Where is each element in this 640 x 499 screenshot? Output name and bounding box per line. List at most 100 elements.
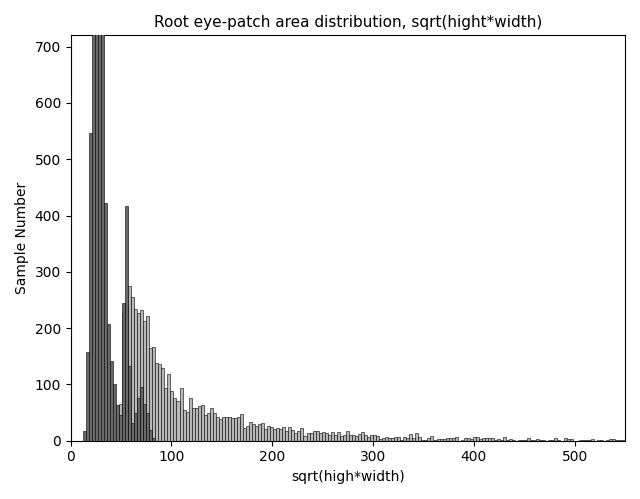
Bar [107, 324, 110, 441]
Bar [204, 415, 207, 441]
Bar [349, 435, 352, 441]
Bar [303, 436, 307, 441]
Bar [421, 440, 424, 441]
Bar [476, 437, 479, 441]
Bar [531, 440, 533, 441]
Bar [186, 412, 189, 441]
Bar [231, 418, 234, 441]
Bar [210, 408, 212, 441]
Bar [182, 410, 186, 441]
Bar [609, 439, 612, 441]
Bar [252, 424, 255, 441]
Bar [440, 439, 443, 441]
Bar [552, 440, 554, 441]
Bar [485, 438, 488, 441]
Bar [261, 423, 264, 441]
Bar [424, 440, 428, 441]
Bar [134, 309, 137, 441]
Bar [198, 406, 201, 441]
Bar [554, 439, 557, 441]
Bar [506, 440, 509, 441]
Bar [312, 431, 316, 441]
Bar [298, 431, 300, 441]
Bar [267, 426, 270, 441]
Bar [433, 440, 436, 441]
Bar [168, 374, 170, 441]
Bar [403, 437, 406, 441]
Bar [331, 432, 333, 441]
X-axis label: sqrt(high*width): sqrt(high*width) [291, 470, 404, 484]
Bar [137, 398, 140, 441]
Bar [191, 408, 195, 441]
Bar [591, 439, 594, 441]
Bar [177, 401, 179, 441]
Bar [582, 440, 585, 441]
Bar [137, 313, 140, 441]
Bar [461, 440, 464, 441]
Bar [222, 417, 225, 441]
Bar [83, 431, 86, 441]
Bar [104, 203, 107, 441]
Bar [156, 363, 158, 441]
Bar [436, 439, 440, 441]
Bar [310, 433, 312, 441]
Bar [134, 413, 137, 441]
Bar [557, 440, 561, 441]
Bar [464, 438, 467, 441]
Bar [119, 404, 122, 441]
Bar [412, 439, 415, 441]
Bar [361, 432, 364, 441]
Bar [228, 417, 231, 441]
Bar [358, 434, 361, 441]
Bar [376, 436, 379, 441]
Bar [352, 435, 355, 441]
Bar [246, 426, 249, 441]
Bar [385, 437, 388, 441]
Bar [86, 352, 89, 441]
Bar [249, 422, 252, 441]
Bar [379, 439, 382, 441]
Bar [518, 440, 521, 441]
Bar [536, 439, 540, 441]
Bar [382, 438, 385, 441]
Bar [419, 437, 421, 441]
Bar [509, 439, 512, 441]
Bar [276, 428, 279, 441]
Bar [149, 430, 152, 441]
Bar [548, 440, 552, 441]
Bar [596, 440, 600, 441]
Bar [621, 440, 624, 441]
Bar [494, 440, 497, 441]
Bar [606, 440, 609, 441]
Bar [533, 440, 536, 441]
Bar [467, 439, 470, 441]
Bar [388, 439, 391, 441]
Bar [237, 417, 240, 441]
Bar [240, 414, 243, 441]
Bar [147, 413, 149, 441]
Bar [322, 432, 324, 441]
Bar [482, 439, 485, 441]
Bar [92, 0, 95, 441]
Bar [319, 434, 322, 441]
Bar [89, 133, 92, 441]
Bar [128, 286, 131, 441]
Bar [161, 368, 164, 441]
Bar [527, 439, 531, 441]
Bar [470, 439, 473, 441]
Bar [152, 347, 156, 441]
Bar [122, 303, 125, 441]
Bar [540, 440, 542, 441]
Bar [125, 306, 128, 441]
Bar [394, 437, 397, 441]
Bar [128, 366, 131, 441]
Bar [289, 427, 291, 441]
Bar [143, 404, 147, 441]
Bar [612, 439, 615, 441]
Bar [264, 429, 267, 441]
Bar [143, 321, 147, 441]
Bar [452, 438, 454, 441]
Bar [566, 439, 570, 441]
Title: Root eye-patch area distribution, sqrt(hight*width): Root eye-patch area distribution, sqrt(h… [154, 15, 542, 30]
Bar [355, 436, 358, 441]
